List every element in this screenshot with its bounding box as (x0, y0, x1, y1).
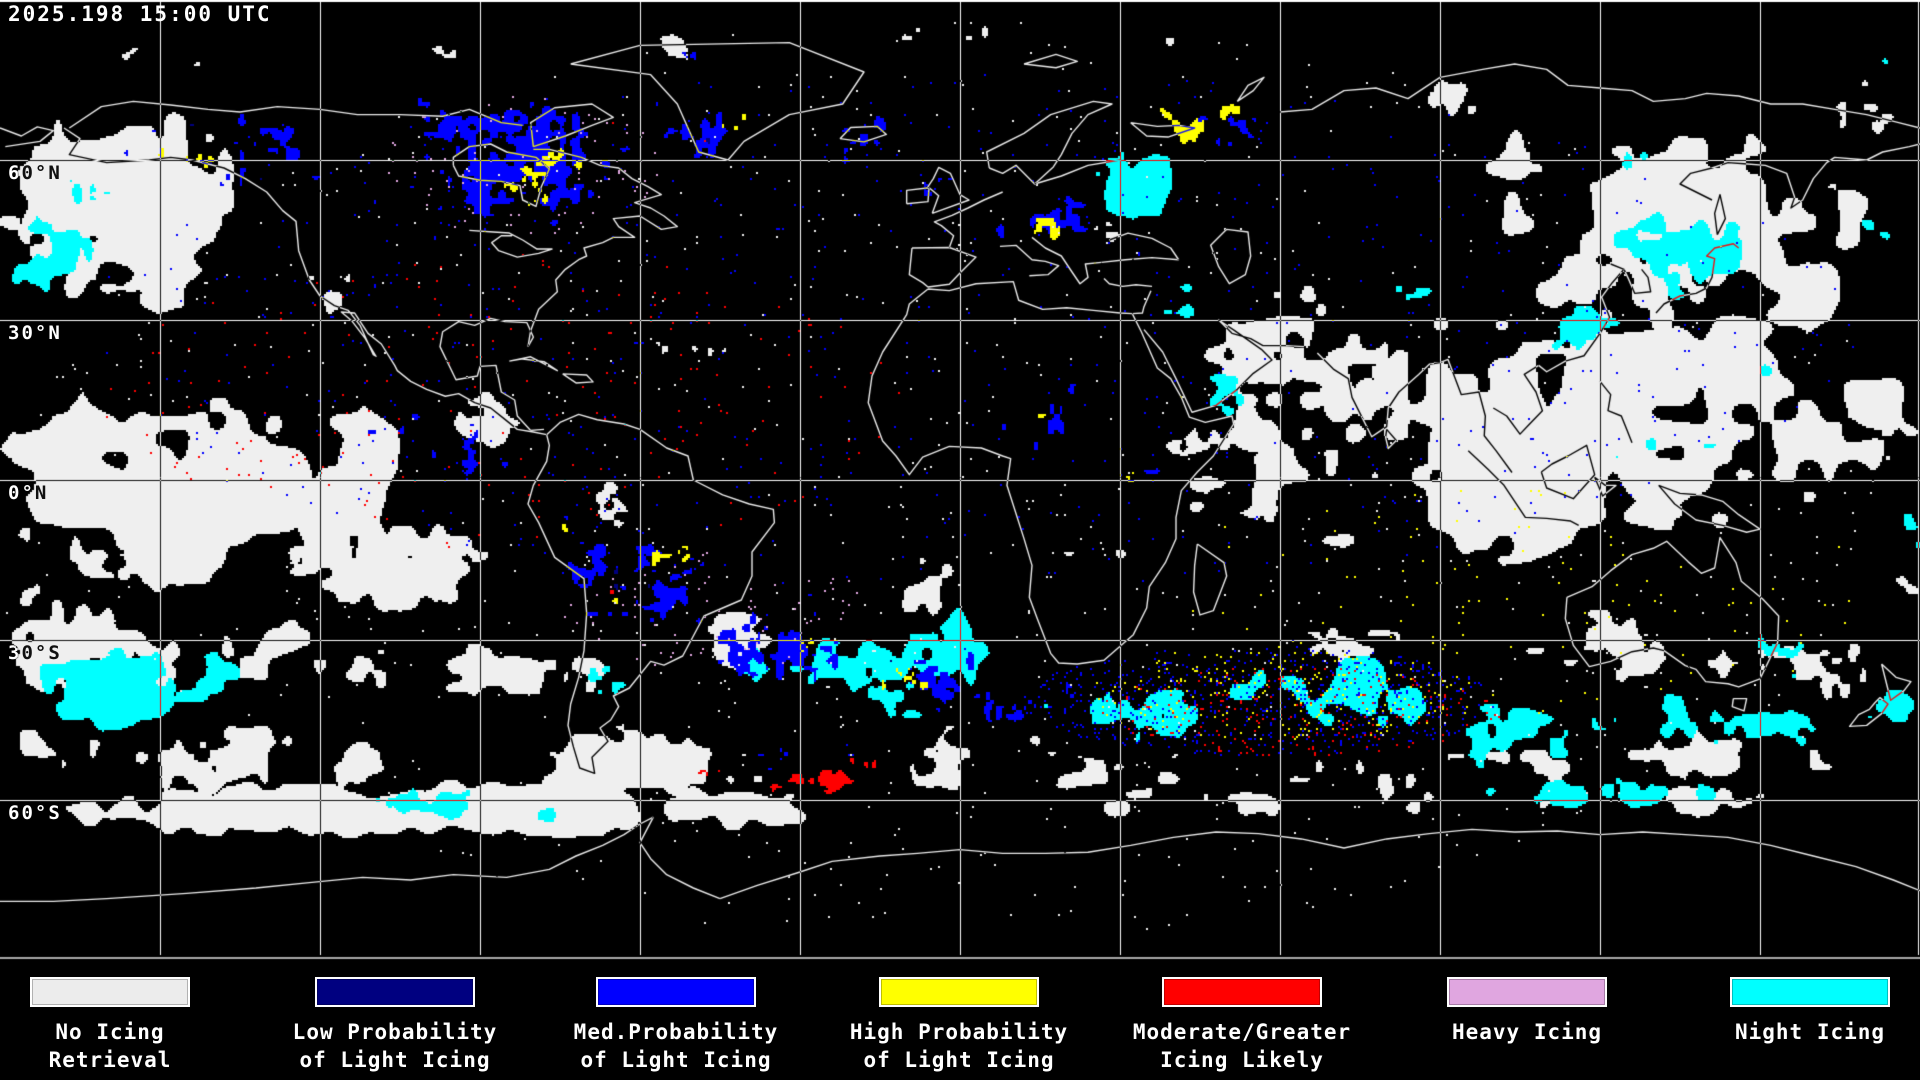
legend-label-5: Heavy Icing (1452, 1018, 1602, 1046)
legend-label-1: Low Probability of Light Icing (293, 1018, 498, 1074)
legend-bar: No Icing Retrieval Low Probability of Light… (0, 960, 1920, 1080)
lat-label-1: 30°N (8, 322, 62, 344)
lat-label-0: 60°N (8, 162, 62, 184)
legend-label-6-line-0: Night Icing (1734, 1020, 1886, 1044)
lat-label-3: 30°S (8, 642, 62, 664)
legend-swatch-5 (1447, 977, 1607, 1007)
legend-label-6: Night Icing (1735, 1018, 1885, 1046)
legend-label-4-line-1: Icing Likely (1160, 1048, 1324, 1072)
lat-label-2: 0°N (8, 482, 49, 504)
legend-swatch-0 (30, 977, 190, 1007)
legend-label-3-line-1: of Light Icing (863, 1048, 1055, 1072)
legend-label-3-line-0: High Probability (849, 1020, 1069, 1044)
legend-label-2: Med.Probability of Light Icing (574, 1018, 779, 1074)
legend-label-0-line-0: No Icing (55, 1020, 165, 1044)
timestamp-label: 2025.198 15:00 UTC (8, 2, 272, 26)
legend-label-1-line-1: of Light Icing (299, 1048, 491, 1072)
legend-label-1-line-0: Low Probability (292, 1020, 498, 1044)
legend-swatch-2 (596, 977, 756, 1007)
legend-label-2-line-0: Med.Probability (573, 1020, 779, 1044)
legend-label-4: Moderate/Greater Icing Likely (1133, 1018, 1351, 1074)
legend-swatch-6 (1730, 977, 1890, 1007)
legend-label-5-line-0: Heavy Icing (1451, 1020, 1603, 1044)
legend-label-0: No Icing Retrieval (49, 1018, 172, 1074)
legend-label-2-line-1: of Light Icing (580, 1048, 772, 1072)
legend-swatch-4 (1162, 977, 1322, 1007)
legend-swatch-1 (315, 977, 475, 1007)
legend-label-0-line-1: Retrieval (48, 1048, 172, 1072)
lat-label-4: 60°S (8, 802, 62, 824)
legend-swatch-3 (879, 977, 1039, 1007)
global-icing-map-canvas (0, 0, 1920, 960)
legend-label-4-line-0: Moderate/Greater (1132, 1020, 1352, 1044)
legend-label-3: High Probability of Light Icing (850, 1018, 1068, 1074)
